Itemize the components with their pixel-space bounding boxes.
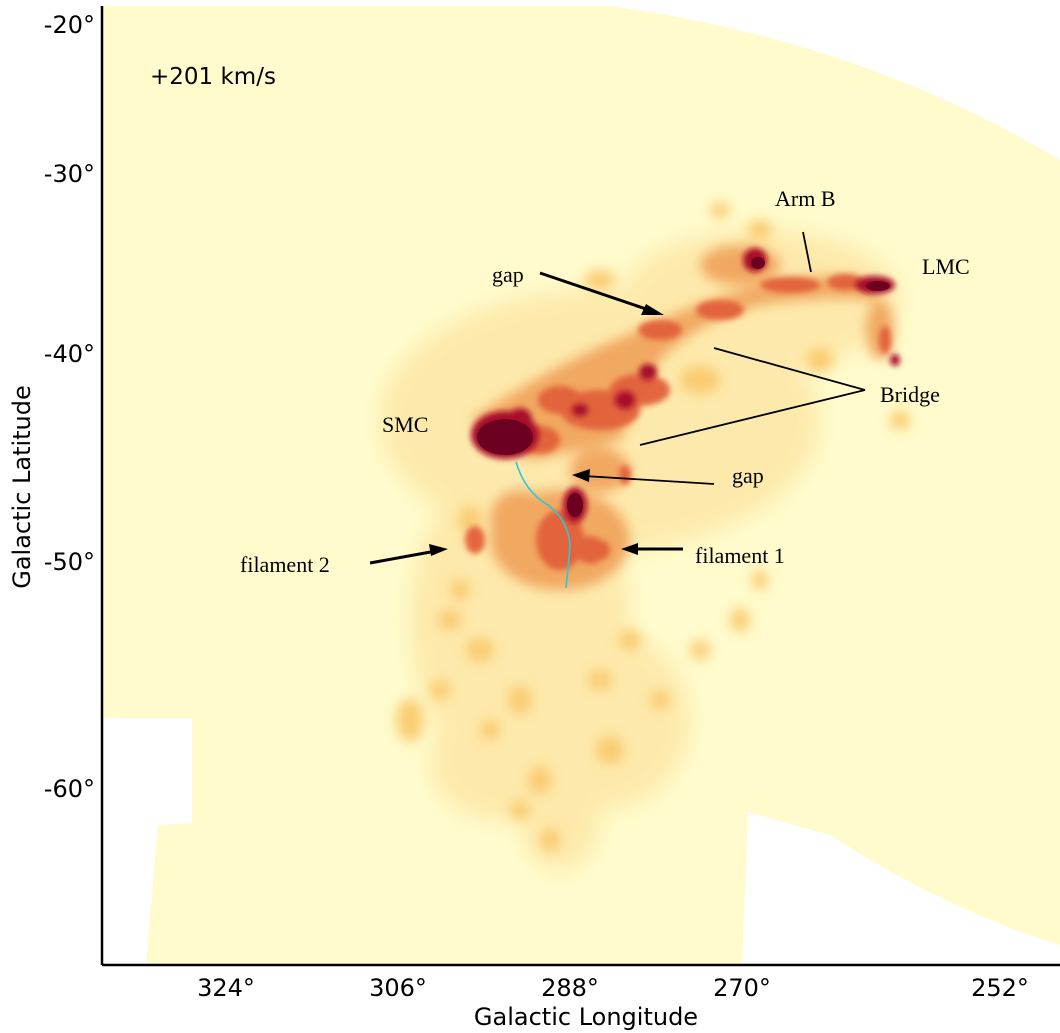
cyan-trace-line xyxy=(515,461,571,589)
x-tick-label: 306° xyxy=(369,974,427,1002)
smc-label: SMC xyxy=(382,412,428,437)
arm-b-label: Arm B xyxy=(775,186,836,211)
gap-upper-label: gap xyxy=(492,262,524,287)
filament-2-arrow xyxy=(369,549,437,565)
y-axis-title: Galactic Latitude xyxy=(8,385,36,589)
faint-clumps xyxy=(396,202,910,852)
x-tick-label: 324° xyxy=(197,974,255,1002)
filament-1-label: filament 1 xyxy=(695,543,785,568)
bridge-pointer-upper xyxy=(713,347,866,391)
filament-1-arrowhead xyxy=(621,543,638,555)
x-tick-label: 252° xyxy=(971,974,1029,1002)
y-tick-label: -50° xyxy=(44,548,95,576)
arm-b-pointer xyxy=(802,231,812,273)
x-tick-label: 270° xyxy=(713,974,771,1002)
velocity-label: +201 km/s xyxy=(150,64,276,90)
bridge-label: Bridge xyxy=(880,382,940,407)
y-tick-label: -30° xyxy=(44,160,95,188)
x-tick-label: 288° xyxy=(541,974,599,1002)
filament-2-label: filament 2 xyxy=(240,552,330,577)
filament-2-arrowhead xyxy=(429,544,448,556)
y-tick-label: -60° xyxy=(44,775,95,803)
core-emission xyxy=(477,257,890,517)
gap-lower-label: gap xyxy=(732,463,764,488)
y-tick-label: -20° xyxy=(44,11,95,39)
gap-upper-arrowhead xyxy=(641,304,664,315)
lmc-label: LMC xyxy=(922,254,970,279)
y-tick-label: -40° xyxy=(44,340,95,368)
bridge-pointer-lower xyxy=(639,389,866,446)
x-axis-title: Galactic Longitude xyxy=(474,1003,698,1031)
gap-upper-arrow xyxy=(539,271,653,313)
gap-lower-arrowhead xyxy=(572,469,590,482)
gap-lower-arrow xyxy=(583,475,715,485)
